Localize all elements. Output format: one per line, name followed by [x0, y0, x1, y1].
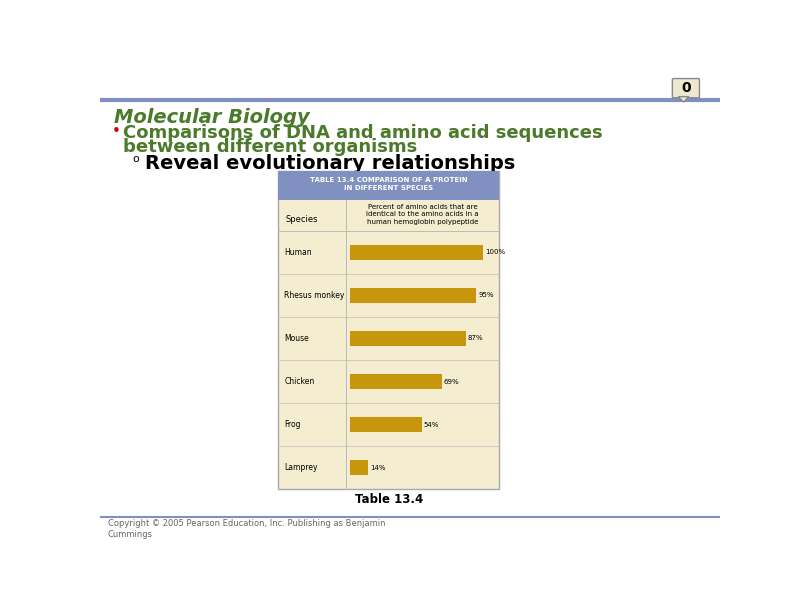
Text: 87%: 87%	[468, 335, 483, 341]
FancyBboxPatch shape	[350, 245, 483, 260]
Text: Lamprey: Lamprey	[285, 463, 318, 472]
Polygon shape	[678, 97, 689, 102]
Text: 95%: 95%	[478, 292, 494, 298]
Text: Human: Human	[285, 248, 312, 257]
Text: 69%: 69%	[444, 379, 459, 385]
FancyBboxPatch shape	[672, 79, 699, 98]
Text: Copyright © 2005 Pearson Education, Inc. Publishing as Benjamin
Cummings: Copyright © 2005 Pearson Education, Inc.…	[108, 518, 386, 539]
FancyBboxPatch shape	[350, 460, 368, 475]
Text: o: o	[133, 154, 139, 164]
Text: 100%: 100%	[485, 249, 506, 255]
Text: 14%: 14%	[370, 465, 386, 471]
FancyBboxPatch shape	[350, 417, 422, 432]
FancyBboxPatch shape	[350, 374, 442, 389]
Text: Frog: Frog	[285, 420, 301, 429]
Text: Percent of amino acids that are
identical to the amino acids in a
human hemoglob: Percent of amino acids that are identica…	[366, 203, 479, 224]
Text: •: •	[112, 124, 121, 139]
FancyBboxPatch shape	[350, 288, 476, 303]
FancyBboxPatch shape	[278, 170, 499, 200]
Text: Comparisons of DNA and amino acid sequences: Comparisons of DNA and amino acid sequen…	[123, 124, 603, 142]
FancyBboxPatch shape	[278, 170, 499, 490]
Text: Species: Species	[286, 215, 318, 224]
Text: TABLE 13.4 COMPARISON OF A PROTEIN: TABLE 13.4 COMPARISON OF A PROTEIN	[310, 177, 467, 183]
Text: IN DIFFERENT SPECIES: IN DIFFERENT SPECIES	[344, 185, 434, 191]
Text: Table 13.4: Table 13.4	[354, 493, 423, 506]
FancyBboxPatch shape	[350, 331, 466, 346]
Text: 54%: 54%	[424, 422, 439, 428]
Text: Chicken: Chicken	[285, 377, 314, 386]
Text: between different organisms: between different organisms	[123, 138, 418, 156]
Text: Reveal evolutionary relationships: Reveal evolutionary relationships	[145, 154, 515, 173]
Text: Mouse: Mouse	[285, 334, 310, 343]
Text: Rhesus monkey: Rhesus monkey	[285, 291, 345, 300]
Text: 0: 0	[681, 81, 690, 95]
Text: Molecular Biology: Molecular Biology	[114, 108, 310, 127]
